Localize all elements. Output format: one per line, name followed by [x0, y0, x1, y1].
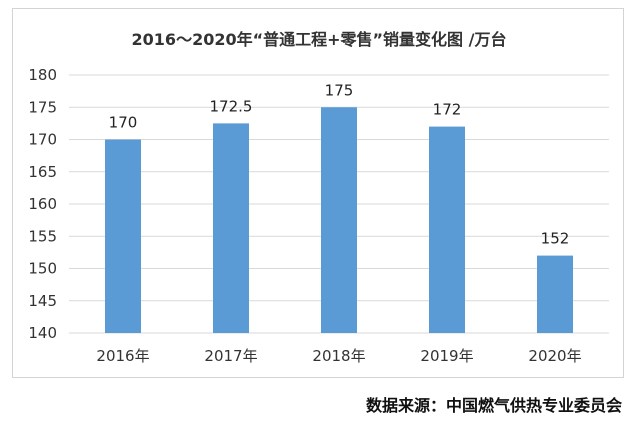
data-label: 172 — [433, 101, 462, 119]
x-category-label: 2019年 — [420, 347, 473, 365]
data-label: 152 — [541, 230, 570, 248]
source-note: 数据来源：中国燃气供热专业委员会 — [365, 396, 622, 415]
y-tick-label: 160 — [28, 195, 57, 213]
x-axis-categories: 2016年 2017年 2018年 2019年 2020年 — [96, 347, 581, 365]
y-tick-label: 140 — [28, 324, 57, 342]
bar — [321, 107, 357, 333]
y-tick-label: 170 — [28, 131, 57, 149]
bar-chart: 2016～2020年“普通工程+零售”销量变化图 /万台 140 145 150 15… — [28, 30, 609, 365]
bar — [105, 139, 141, 333]
y-tick-label: 155 — [28, 227, 57, 245]
y-axis-ticks: 140 145 150 155 160 165 170 175 180 — [28, 66, 57, 342]
chart-frame: 2016～2020年“普通工程+零售”销量变化图 /万台 140 145 150 15… — [12, 8, 624, 378]
bar — [429, 126, 465, 333]
x-category-label: 2017年 — [204, 347, 257, 365]
data-label: 172.5 — [210, 97, 253, 115]
chart-title: 2016～2020年“普通工程+零售”销量变化图 /万台 — [132, 30, 507, 49]
y-tick-label: 145 — [28, 292, 57, 310]
bar — [213, 123, 249, 333]
data-label: 175 — [325, 81, 354, 99]
x-category-label: 2018年 — [312, 347, 365, 365]
bars — [105, 107, 573, 333]
x-category-label: 2016年 — [96, 347, 149, 365]
bar — [537, 255, 573, 333]
y-tick-label: 165 — [28, 163, 57, 181]
y-tick-label: 180 — [28, 66, 57, 84]
data-labels: 170 172.5 175 172 152 — [109, 81, 570, 247]
x-category-label: 2020年 — [528, 347, 581, 365]
y-tick-label: 175 — [28, 98, 57, 116]
data-label: 170 — [109, 114, 138, 132]
y-tick-label: 150 — [28, 260, 57, 278]
